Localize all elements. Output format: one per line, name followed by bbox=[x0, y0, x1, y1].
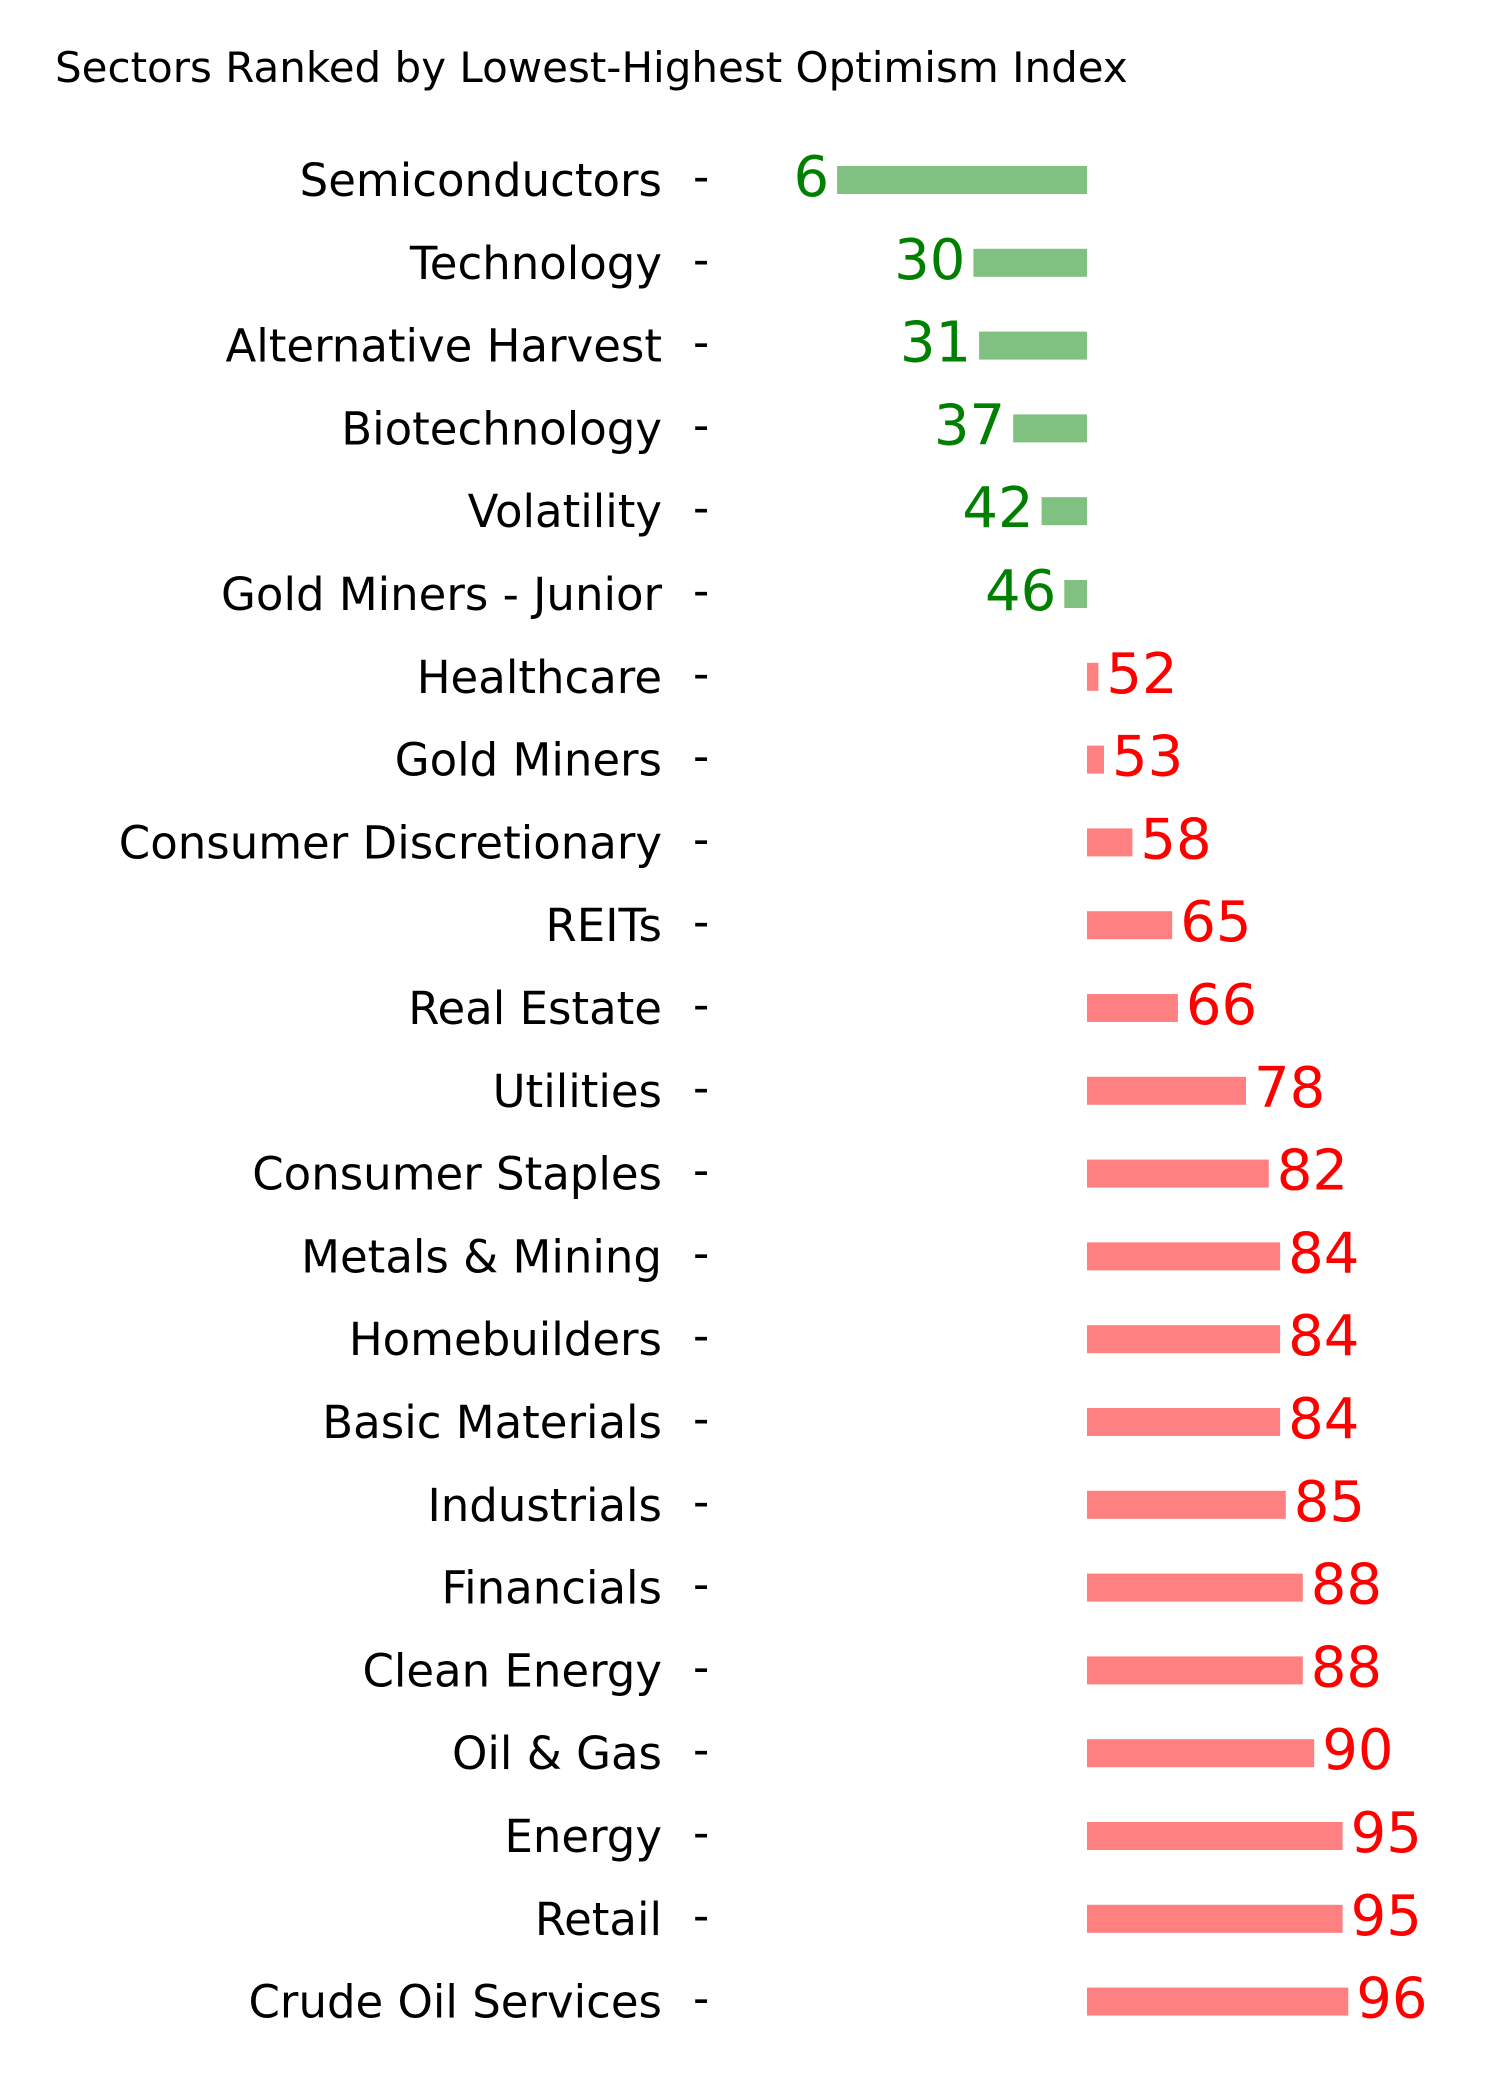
value-label: 95 bbox=[1351, 1801, 1422, 1866]
y-tick-mark: - bbox=[693, 398, 709, 451]
y-tick-mark: - bbox=[693, 647, 709, 700]
y-tick-mark: - bbox=[693, 895, 709, 948]
value-label: 31 bbox=[900, 311, 971, 376]
bar bbox=[1087, 662, 1099, 691]
y-tick-mark: - bbox=[693, 564, 709, 617]
y-tick-mark: - bbox=[693, 1226, 709, 1279]
y-tick-mark: - bbox=[693, 316, 709, 369]
category-label: Biotechnology bbox=[341, 402, 662, 455]
category-label: Homebuilders bbox=[349, 1313, 662, 1366]
value-label: 78 bbox=[1254, 1056, 1325, 1121]
category-label: REITs bbox=[546, 899, 662, 952]
bar bbox=[973, 248, 1087, 277]
y-tick-mark: - bbox=[693, 1309, 709, 1362]
bar bbox=[1087, 1822, 1343, 1850]
category-label: Technology bbox=[409, 237, 662, 290]
bar bbox=[837, 166, 1087, 194]
bar bbox=[1087, 745, 1104, 774]
category-label: Utilities bbox=[493, 1065, 662, 1118]
category-label: Gold Miners bbox=[395, 734, 662, 787]
bar bbox=[1087, 1739, 1315, 1768]
category-label: Crude Oil Services bbox=[249, 1976, 662, 2029]
y-tick-mark: - bbox=[693, 1475, 709, 1528]
value-label: 84 bbox=[1288, 1387, 1359, 1452]
value-labels: 6 30 31 37 42 46 52 53 58 65 66 78 82 84 84 84 85 88 88 90 9… bbox=[793, 145, 1427, 2032]
y-tick-mark: - bbox=[693, 481, 709, 534]
bars-layer bbox=[837, 166, 1349, 2016]
value-label: 46 bbox=[985, 559, 1056, 624]
value-label: 84 bbox=[1288, 1304, 1359, 1369]
category-label: Energy bbox=[504, 1810, 662, 1863]
value-label: 65 bbox=[1180, 890, 1251, 955]
value-label: 96 bbox=[1356, 1967, 1427, 2032]
category-label: Financials bbox=[442, 1562, 663, 1615]
y-tick-mark: - bbox=[693, 1558, 709, 1611]
category-label: Oil & Gas bbox=[452, 1727, 662, 1780]
y-tick-mark: - bbox=[693, 1723, 709, 1776]
y-tick-mark: - bbox=[693, 812, 709, 865]
bar bbox=[1087, 1987, 1349, 2016]
y-tick-mark: - bbox=[693, 1061, 709, 1114]
value-label: 58 bbox=[1140, 807, 1211, 872]
value-label: 6 bbox=[793, 145, 829, 210]
value-label: 30 bbox=[894, 228, 965, 293]
bar bbox=[1087, 1159, 1269, 1188]
y-tick-mark: - bbox=[693, 233, 709, 286]
bar bbox=[1087, 1904, 1343, 1933]
category-label: Alternative Harvest bbox=[225, 320, 662, 373]
y-tick-mark: - bbox=[693, 1889, 709, 1942]
category-label: Semiconductors bbox=[300, 154, 662, 207]
value-label: 82 bbox=[1277, 1139, 1348, 1204]
category-label: Volatility bbox=[468, 485, 662, 538]
y-tick-mark: - bbox=[693, 1392, 709, 1445]
bar bbox=[1087, 994, 1178, 1022]
bar bbox=[1087, 828, 1133, 857]
value-label: 84 bbox=[1288, 1221, 1359, 1286]
category-label: Industrials bbox=[428, 1479, 663, 1532]
y-tick-mark: - bbox=[693, 978, 709, 1031]
value-label: 42 bbox=[962, 476, 1033, 541]
bar bbox=[1087, 1656, 1303, 1685]
bar bbox=[1087, 1325, 1281, 1354]
category-label: Retail bbox=[535, 1893, 662, 1946]
y-tick-mark: - bbox=[693, 730, 709, 783]
value-label: 52 bbox=[1106, 642, 1177, 707]
y-tick-mark: - bbox=[693, 1806, 709, 1859]
y-tick-mark: - bbox=[693, 1972, 709, 2025]
y-tick-mark: - bbox=[693, 1144, 709, 1197]
bar bbox=[1087, 1408, 1281, 1436]
category-label: Consumer Discretionary bbox=[119, 816, 662, 869]
bar bbox=[1041, 497, 1087, 526]
value-label: 95 bbox=[1351, 1884, 1422, 1949]
y-tick-mark: - bbox=[693, 1640, 709, 1693]
category-label: Metals & Mining bbox=[301, 1230, 662, 1283]
category-label: Real Estate bbox=[408, 982, 662, 1035]
value-label: 37 bbox=[934, 393, 1005, 458]
bar bbox=[1087, 911, 1173, 940]
value-label: 88 bbox=[1311, 1553, 1382, 1618]
category-label: Consumer Staples bbox=[252, 1148, 662, 1201]
bar bbox=[1013, 414, 1087, 443]
bar bbox=[1087, 1242, 1281, 1271]
value-label: 85 bbox=[1294, 1470, 1365, 1535]
chart-title: Sectors Ranked by Lowest-Highest Optimis… bbox=[55, 43, 1128, 92]
bar bbox=[1087, 1076, 1246, 1105]
category-label: Clean Energy bbox=[362, 1644, 662, 1697]
category-labels: Semiconductors -Technology -Alternative Ha… bbox=[119, 150, 709, 2029]
bar bbox=[1087, 1573, 1303, 1602]
category-label: Gold Miners - Junior bbox=[221, 568, 662, 621]
category-label: Healthcare bbox=[417, 651, 662, 704]
bar bbox=[1064, 580, 1087, 608]
value-label: 66 bbox=[1186, 973, 1257, 1038]
y-tick-mark: - bbox=[693, 150, 709, 203]
value-label: 90 bbox=[1322, 1718, 1393, 1783]
value-label: 88 bbox=[1311, 1635, 1382, 1700]
value-label: 53 bbox=[1112, 725, 1183, 790]
bar bbox=[1087, 1490, 1286, 1519]
bar bbox=[979, 331, 1087, 360]
category-label: Basic Materials bbox=[322, 1396, 662, 1449]
